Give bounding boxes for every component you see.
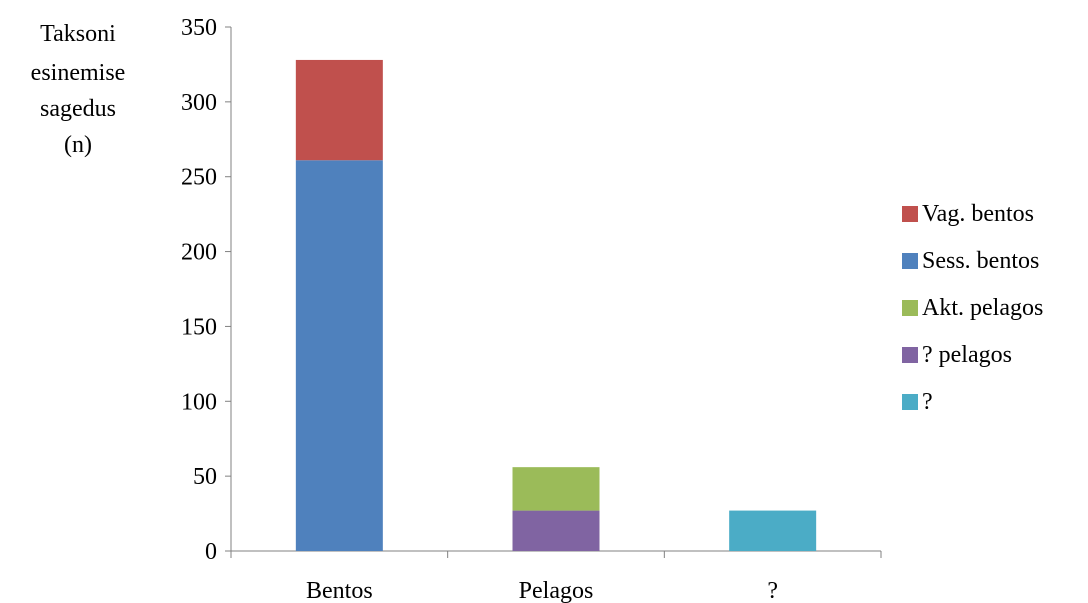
y-tick-label: 0 — [205, 539, 217, 565]
bar-segment — [729, 510, 817, 551]
y-tick-label: 50 — [193, 464, 217, 490]
y-axis-label-line: (n) — [64, 132, 92, 158]
bar-segment — [295, 160, 383, 551]
legend-swatch — [902, 300, 918, 316]
y-tick-label: 250 — [181, 165, 217, 191]
legend-item: Akt. pelagos — [902, 290, 1043, 326]
legend-item: Sess. bentos — [902, 243, 1043, 279]
legend-item: ? pelagos — [902, 337, 1043, 373]
legend-label: ? pelagos — [922, 341, 1012, 368]
bars — [295, 59, 817, 551]
bar-segment — [295, 59, 383, 161]
legend-label: Sess. bentos — [922, 247, 1040, 274]
legend-swatch — [902, 253, 918, 269]
tick-labels: 0 50 100 150 200 250 300 350 Bentos Pelagos? — [181, 15, 778, 603]
y-tick-label: 200 — [181, 240, 217, 266]
legend-label: Akt. pelagos — [922, 294, 1044, 321]
x-tick-label: Pelagos — [519, 578, 594, 603]
y-tick-label: 150 — [181, 314, 217, 340]
x-tick-label: ? — [767, 578, 778, 603]
x-tick-label: Bentos — [306, 578, 373, 603]
legend-swatch — [902, 347, 918, 363]
y-tick-label: 350 — [181, 15, 217, 41]
bar-segment — [512, 467, 600, 511]
y-axis-label-line: sagedus — [40, 96, 116, 122]
legend: Vag. bentos Sess. bentos Akt. pelagos ? … — [902, 196, 1043, 431]
legend-swatch — [902, 206, 918, 222]
y-axis-label-line: esinemise — [30, 60, 126, 86]
legend-item: Vag. bentos — [902, 196, 1043, 232]
y-tick-label: 100 — [181, 389, 217, 415]
legend-item: ? — [902, 384, 1043, 420]
legend-label: ? — [922, 388, 933, 415]
legend-swatch — [902, 394, 918, 410]
y-tick-label: 300 — [181, 90, 217, 116]
legend-label: Vag. bentos — [922, 200, 1034, 227]
y-axis-label-line: Taksoni — [40, 21, 116, 47]
bar-segment — [512, 510, 600, 551]
